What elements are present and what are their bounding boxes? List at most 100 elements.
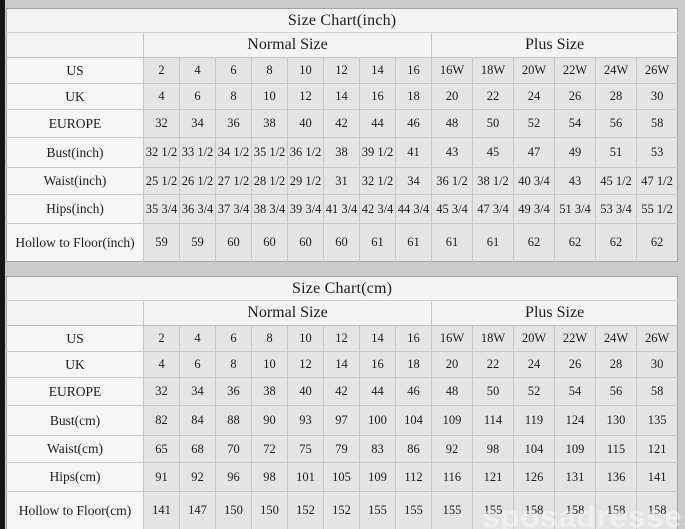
size-cell: 61 (395, 223, 432, 262)
row-label: UK (6, 351, 144, 378)
size-cell: 28 (595, 351, 637, 378)
table-row: Bust(cm) 82 84 88 90 93 97 100 104 109 114 119 124 13… (6, 405, 678, 436)
size-cell: 34 (179, 109, 216, 138)
size-cell: 135 (635, 405, 678, 436)
size-cell: 55 1/2 (635, 194, 678, 224)
size-cell: 41 (395, 137, 432, 168)
size-cell: 28 (595, 83, 637, 110)
size-cell: 65 (143, 435, 180, 463)
size-cell: 109 (359, 462, 396, 492)
size-cell: 60 (287, 223, 324, 262)
size-cell: 26W (635, 57, 678, 84)
corner-cell (6, 300, 144, 326)
size-cell: 62 (513, 223, 555, 262)
size-cell: 82 (143, 405, 180, 436)
size-cell: 16 (395, 57, 432, 84)
size-cell: 59 (179, 223, 216, 262)
size-cell: 39 1/2 (359, 137, 396, 168)
table-row: EUROPE 32 34 36 38 40 42 44 46 48 50 52 54 56 58 (6, 377, 678, 406)
size-cell: 90 (251, 405, 288, 436)
size-cell: 45 1/2 (595, 167, 637, 195)
size-cell: 158 (513, 491, 555, 529)
size-cell: 24W (595, 57, 637, 84)
size-cell: 8 (251, 325, 288, 352)
size-cell: 79 (323, 435, 360, 463)
group-header-normal: Normal Size (143, 32, 432, 58)
size-cell: 84 (179, 405, 216, 436)
table-row: Hollow to Floor(cm) 141 147 150 150 152 152 155… (6, 491, 678, 529)
size-cell: 105 (323, 462, 360, 492)
size-cell: 52 (513, 377, 555, 406)
size-cell: 32 1/2 (143, 137, 180, 168)
size-cell: 32 (143, 109, 180, 138)
size-cell: 6 (179, 351, 216, 378)
group-header-row: Normal Size Plus Size (6, 300, 678, 326)
size-cell: 38 (251, 377, 288, 406)
size-chart-cm-body: US 2 4 6 8 10 12 14 16 16W 18W 20W 22W 24W 26W UK 4 6 8 10 1… (6, 325, 678, 529)
size-cell: 155 (472, 491, 514, 529)
size-cell: 155 (359, 491, 396, 529)
size-cell: 6 (215, 57, 252, 84)
size-cell: 40 3/4 (513, 167, 555, 195)
size-cell: 16 (395, 325, 432, 352)
size-cell: 47 (513, 137, 555, 168)
size-cell: 88 (215, 405, 252, 436)
size-cell: 44 (359, 377, 396, 406)
corner-cell (6, 32, 144, 58)
size-cell: 59 (143, 223, 180, 262)
size-cell: 61 (359, 223, 396, 262)
table-title: Size Chart(inch) (6, 8, 678, 33)
size-cell: 112 (395, 462, 432, 492)
size-cell: 32 1/2 (359, 167, 396, 195)
size-cell: 16W (431, 57, 473, 84)
size-cell: 96 (215, 462, 252, 492)
size-chart-inch-table: Size Chart(inch) Normal Size Plus Size U… (6, 8, 679, 262)
size-cell: 152 (287, 491, 324, 529)
size-cell: 155 (431, 491, 473, 529)
size-cell: 50 (472, 377, 514, 406)
size-cell: 20 (431, 83, 473, 110)
size-cell: 147 (179, 491, 216, 529)
group-header-plus: Plus Size (431, 32, 678, 58)
size-cell: 155 (395, 491, 432, 529)
size-chart-inch-body: US 2 4 6 8 10 12 14 16 16W 18W 20W 22W 24W 26W UK 4 6 8 10 1… (6, 57, 678, 262)
table-title-row: Size Chart(inch) (6, 8, 678, 33)
size-cell: 49 (554, 137, 596, 168)
size-cell: 104 (513, 435, 555, 463)
size-cell: 38 1/2 (472, 167, 514, 195)
size-cell: 38 (323, 137, 360, 168)
size-cell: 14 (359, 325, 396, 352)
table-row: Hips(inch) 35 3/4 36 3/4 37 3/4 38 3/4 39 3/4… (6, 194, 678, 224)
size-cell: 70 (215, 435, 252, 463)
size-cell: 75 (287, 435, 324, 463)
table-row: UK 4 6 8 10 12 14 16 18 20 22 24 26 28 30 (6, 83, 678, 110)
size-cell: 47 3/4 (472, 194, 514, 224)
size-cell: 104 (395, 405, 432, 436)
size-cell: 36 (215, 377, 252, 406)
size-cell: 141 (635, 462, 678, 492)
size-cell: 10 (251, 83, 288, 110)
row-label: EUROPE (6, 377, 144, 406)
size-cell: 8 (215, 83, 252, 110)
size-cell: 38 3/4 (251, 194, 288, 224)
size-cell: 121 (635, 435, 678, 463)
size-cell: 8 (251, 57, 288, 84)
size-cell: 36 1/2 (287, 137, 324, 168)
size-cell: 18 (395, 351, 432, 378)
size-cell: 86 (395, 435, 432, 463)
size-cell: 40 (287, 377, 324, 406)
size-cell: 61 (472, 223, 514, 262)
size-cell: 158 (595, 491, 637, 529)
table-row: Hollow to Floor(inch) 59 59 60 60 60 60 61 61 61 6… (6, 223, 678, 262)
size-cell: 26 (554, 83, 596, 110)
size-cell: 136 (595, 462, 637, 492)
size-cell: 47 1/2 (635, 167, 678, 195)
table-row: EUROPE 32 34 36 38 40 42 44 46 48 50 52 54 56 58 (6, 109, 678, 138)
size-cell: 2 (143, 57, 180, 84)
size-cell: 26W (635, 325, 678, 352)
size-cell: 18 (395, 83, 432, 110)
size-cell: 62 (554, 223, 596, 262)
table-row: US 2 4 6 8 10 12 14 16 16W 18W 20W 22W 24W 26W (6, 325, 678, 352)
size-cell: 14 (323, 351, 360, 378)
